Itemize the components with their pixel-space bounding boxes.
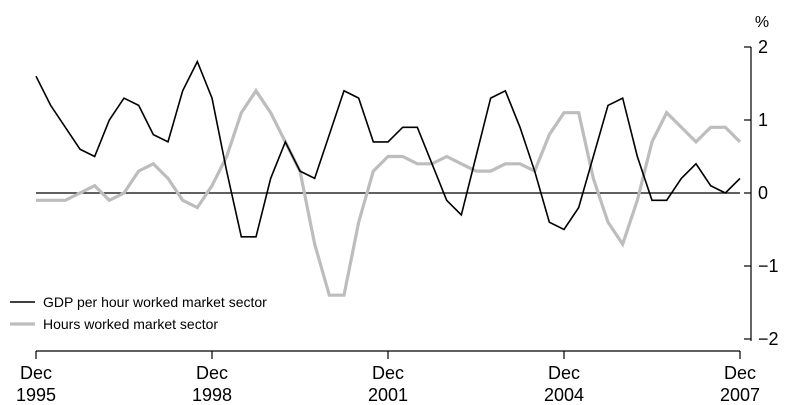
- x-tick-label-month: Dec: [196, 363, 228, 383]
- y-tick-label: −1: [758, 256, 779, 276]
- x-tick-label-year: 2007: [720, 385, 760, 405]
- y-tick-label: 0: [758, 183, 768, 203]
- x-tick-label: Dec 2001: [368, 363, 408, 405]
- legend-label: Hours worked market sector: [43, 316, 218, 332]
- x-tick-label-month: Dec: [372, 363, 404, 383]
- legend-label: GDP per hour worked market sector: [43, 294, 267, 310]
- x-tick-label-month: Dec: [724, 363, 756, 383]
- y-axis-unit: %: [755, 14, 769, 31]
- x-tick-label-month: Dec: [20, 363, 52, 383]
- series-layer: [35, 59, 742, 297]
- x-tick-label: Dec 2004: [544, 363, 584, 405]
- y-tick-label: 1: [758, 110, 768, 130]
- y-tick-label: 2: [758, 37, 768, 57]
- x-tick-label-year: 1995: [16, 385, 56, 405]
- x-tick-label: Dec 2007: [720, 363, 760, 405]
- x-tick-label-year: 2001: [368, 385, 408, 405]
- y-tick-label: −2: [758, 329, 779, 349]
- x-tick-label: Dec 1998: [192, 363, 232, 405]
- x-tick-label: Dec 1995: [16, 363, 56, 405]
- y-axis-ticks: 2 1 0 −1 −2: [744, 37, 779, 349]
- legend: GDP per hour worked market sector Hours w…: [10, 294, 267, 332]
- series-line-gdp-per-hour: [35, 59, 741, 238]
- x-tick-label-month: Dec: [548, 363, 580, 383]
- x-tick-label-year: 2004: [544, 385, 584, 405]
- x-tick-label-year: 1998: [192, 385, 232, 405]
- series-line-hours-worked: [36, 87, 742, 297]
